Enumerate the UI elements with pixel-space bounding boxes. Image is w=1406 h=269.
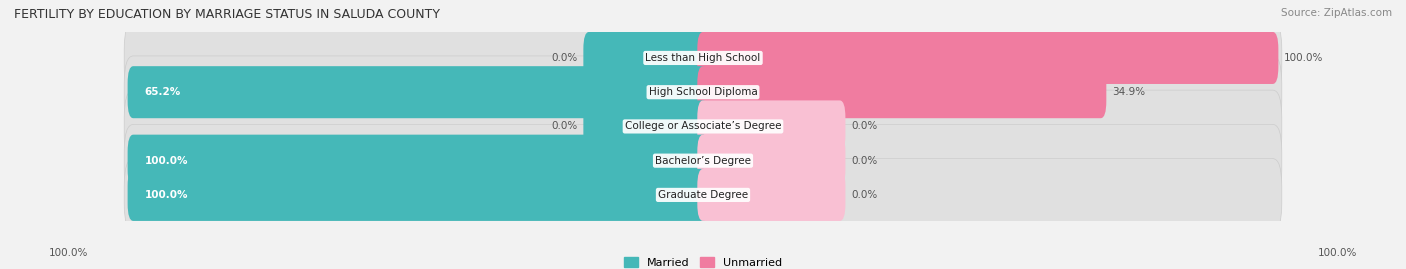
FancyBboxPatch shape: [583, 100, 709, 153]
Text: 100.0%: 100.0%: [145, 190, 188, 200]
FancyBboxPatch shape: [128, 169, 709, 221]
Text: Less than High School: Less than High School: [645, 53, 761, 63]
Text: 100.0%: 100.0%: [1284, 53, 1323, 63]
FancyBboxPatch shape: [124, 22, 1282, 94]
FancyBboxPatch shape: [697, 169, 845, 221]
Text: 100.0%: 100.0%: [145, 156, 188, 166]
Text: College or Associate’s Degree: College or Associate’s Degree: [624, 121, 782, 132]
FancyBboxPatch shape: [697, 66, 1107, 118]
Text: High School Diploma: High School Diploma: [648, 87, 758, 97]
Text: FERTILITY BY EDUCATION BY MARRIAGE STATUS IN SALUDA COUNTY: FERTILITY BY EDUCATION BY MARRIAGE STATU…: [14, 8, 440, 21]
Text: 0.0%: 0.0%: [551, 53, 578, 63]
FancyBboxPatch shape: [124, 56, 1282, 129]
Text: Graduate Degree: Graduate Degree: [658, 190, 748, 200]
Text: 0.0%: 0.0%: [851, 156, 877, 166]
Text: 100.0%: 100.0%: [49, 248, 89, 258]
Legend: Married, Unmarried: Married, Unmarried: [621, 254, 785, 269]
FancyBboxPatch shape: [697, 32, 1278, 84]
FancyBboxPatch shape: [583, 32, 709, 84]
FancyBboxPatch shape: [124, 90, 1282, 163]
Text: 0.0%: 0.0%: [551, 121, 578, 132]
Text: 65.2%: 65.2%: [145, 87, 181, 97]
FancyBboxPatch shape: [697, 100, 845, 153]
Text: Bachelor’s Degree: Bachelor’s Degree: [655, 156, 751, 166]
Text: Source: ZipAtlas.com: Source: ZipAtlas.com: [1281, 8, 1392, 18]
FancyBboxPatch shape: [697, 135, 845, 187]
Text: 0.0%: 0.0%: [851, 190, 877, 200]
Text: 100.0%: 100.0%: [1317, 248, 1357, 258]
Text: 34.9%: 34.9%: [1112, 87, 1144, 97]
FancyBboxPatch shape: [124, 159, 1282, 231]
FancyBboxPatch shape: [124, 124, 1282, 197]
FancyBboxPatch shape: [128, 135, 709, 187]
Text: 0.0%: 0.0%: [851, 121, 877, 132]
FancyBboxPatch shape: [128, 66, 709, 118]
